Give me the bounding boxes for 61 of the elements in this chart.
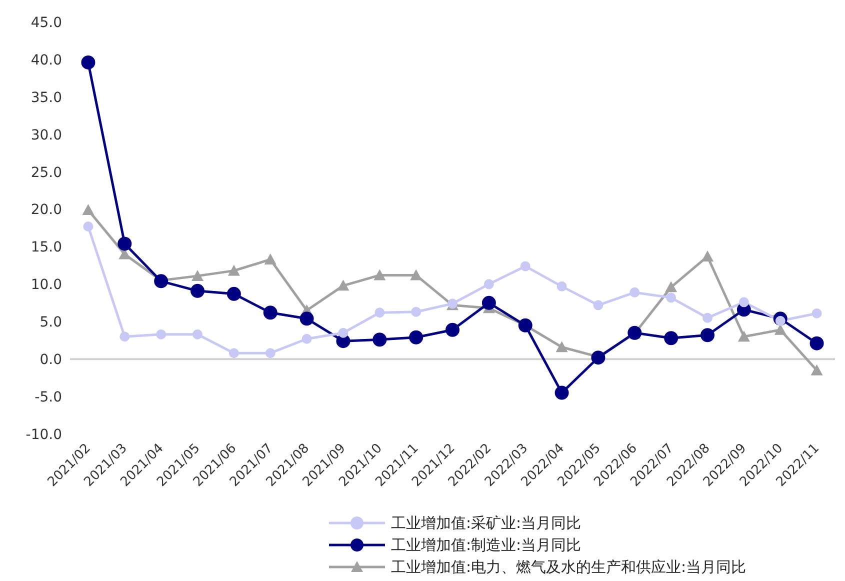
point (154, 274, 168, 288)
y-tick-label: 40.0 (30, 52, 62, 68)
legend-label: 工业增加值:电力、燃气及水的生产和供应业:当月同比 (390, 558, 746, 576)
point (156, 329, 166, 340)
point (738, 297, 749, 308)
point (228, 348, 239, 358)
point (228, 264, 240, 276)
point (338, 328, 348, 338)
point (192, 270, 204, 281)
point (812, 308, 822, 318)
y-tick-label: 5.0 (40, 314, 62, 331)
y-tick-label: -10.0 (26, 426, 62, 443)
point (374, 269, 386, 280)
y-tick-label: 25.0 (30, 164, 62, 181)
y-tick-label: 45.0 (30, 14, 62, 31)
point (666, 292, 676, 303)
point (556, 281, 567, 292)
point (702, 250, 714, 262)
point (120, 332, 130, 342)
point (118, 236, 132, 251)
point (409, 330, 424, 344)
point (411, 306, 422, 317)
point (665, 281, 678, 292)
point (337, 280, 350, 291)
point (372, 332, 387, 347)
point (83, 222, 94, 232)
point (263, 306, 278, 320)
point (591, 350, 606, 365)
y-tick-label: 35.0 (30, 90, 62, 106)
point (265, 348, 276, 358)
point (226, 286, 241, 301)
y-tick-label: 15.0 (30, 240, 62, 256)
point (81, 55, 96, 70)
point (446, 322, 460, 337)
legend-label: 工业增加值:采矿业:当月同比 (390, 514, 582, 532)
point (192, 329, 202, 340)
point (300, 312, 314, 326)
point (700, 328, 714, 342)
legend-label: 工业增加值:制造业:当月同比 (390, 536, 582, 554)
point (664, 331, 678, 346)
y-tick-label: 0.0 (40, 352, 62, 368)
point (630, 287, 640, 298)
point (190, 284, 204, 298)
y-tick-label: 30.0 (30, 127, 62, 144)
y-tick-label: 20.0 (30, 202, 62, 218)
point (374, 308, 385, 318)
point (810, 336, 824, 350)
point (520, 261, 530, 272)
point (702, 312, 712, 323)
y-tick-label: 10.0 (30, 277, 62, 294)
point (264, 253, 276, 264)
point (482, 296, 496, 310)
point (810, 364, 823, 376)
y-tick-label: -5.0 (34, 390, 62, 406)
point (556, 341, 568, 352)
point (302, 334, 312, 344)
point (82, 204, 94, 216)
point (554, 386, 569, 400)
point (738, 330, 750, 342)
point (593, 300, 604, 310)
point (484, 279, 494, 290)
